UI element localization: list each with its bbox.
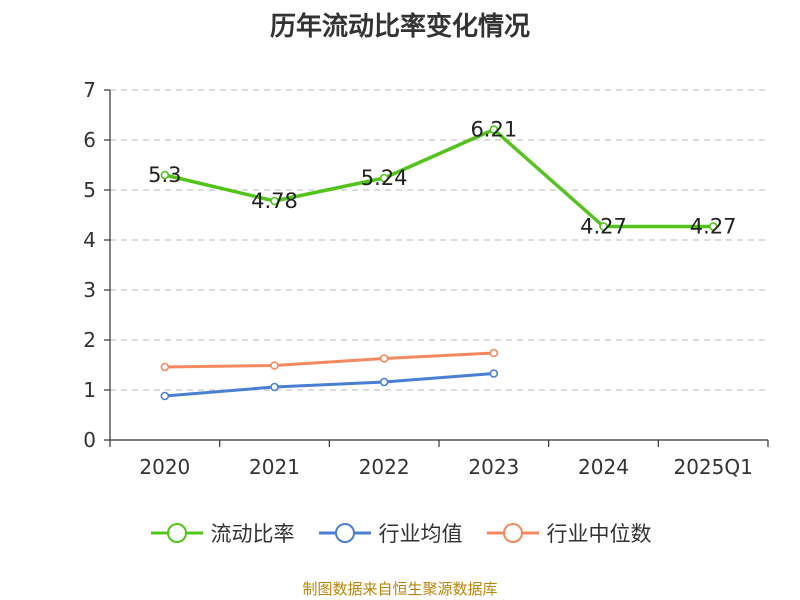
data-point [379,354,389,363]
y-tick-label: 7 [83,78,96,102]
legend-swatch-icon [150,523,203,543]
data-label: 5.24 [361,166,408,190]
legend-label: 流动比率 [210,522,295,546]
x-tick-label: 2021 [249,455,300,479]
legend-item[interactable]: 行业中位数 [485,518,652,548]
legend: 流动比率 行业均值 行业中位数 [0,518,800,548]
data-point [270,382,279,392]
legend-item[interactable]: 行业均值 [317,518,463,548]
data-label: 4.78 [251,189,298,213]
series-lines [160,125,718,401]
series-line [164,127,714,229]
grid-lines [110,89,768,391]
data-point [160,391,170,401]
legend-marker [502,523,523,543]
legend-swatch-icon [318,523,371,543]
data-label: 5.3 [148,163,181,187]
data-point [599,222,608,231]
legend-marker [166,523,187,543]
x-tick-label: 2023 [468,455,519,479]
data-point [489,125,499,134]
data-label: 4.27 [690,215,737,239]
y-tick-label: 3 [83,278,96,302]
legend-label: 行业中位数 [546,522,652,546]
data-point [379,377,389,387]
data-labels: 5.3 4.78 5.24 6.21 4.27 4.27 [148,118,736,239]
data-point [489,369,499,378]
data-point [160,362,170,372]
legend-marker [334,523,355,543]
y-tick-label: 0 [83,428,96,452]
legend-swatch-icon [486,523,539,543]
x-tick-label: 2025Q1 [673,455,752,479]
y-tick-label: 4 [83,228,96,252]
x-tick-label: 2022 [359,455,410,479]
y-tick-label: 5 [83,178,96,202]
x-tick-label: 2024 [578,455,629,479]
series-line [164,351,494,369]
y-tick-label: 6 [83,128,96,152]
data-point [160,170,170,180]
y-tick-label: 2 [83,328,96,352]
axes: 0 1 2 3 4 5 6 7 2020 2021 2022 2023 2024 2025Q1 [83,78,769,479]
data-label: 4.27 [580,215,627,239]
chart-title: 历年流动比率变化情况 [269,12,530,42]
legend-label: 行业均值 [378,522,463,546]
data-label: 6.21 [470,118,517,142]
series-line [164,372,494,398]
data-point [270,196,279,206]
y-tick-label: 1 [83,378,96,402]
x-tick-label: 2020 [139,455,190,479]
data-point [708,222,718,231]
source-note: 制图数据来自恒生聚源数据库 [302,580,498,598]
data-point [379,173,389,183]
data-point [270,361,279,370]
data-point [489,348,499,358]
legend-item[interactable]: 流动比率 [149,518,295,548]
